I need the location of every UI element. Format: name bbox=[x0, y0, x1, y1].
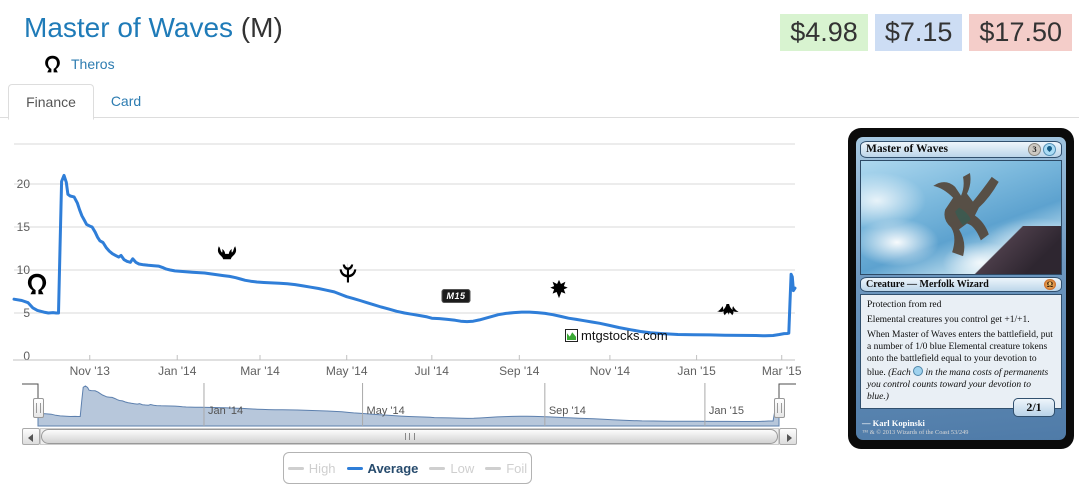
average-series-dash-icon bbox=[346, 466, 363, 470]
x-axis-label: Nov '13 bbox=[70, 364, 111, 378]
tab-card[interactable]: Card bbox=[110, 93, 142, 109]
page-title: Master of Waves (M) bbox=[24, 12, 283, 44]
navigator-outline bbox=[22, 383, 796, 398]
navigator-axis-label: Jan '15 bbox=[709, 405, 744, 417]
set-icon-born-of-the-gods bbox=[216, 241, 239, 264]
legend-label-low: Low bbox=[450, 460, 475, 476]
y-axis-label: 20 bbox=[17, 177, 31, 191]
x-axis-label: Jul '14 bbox=[415, 364, 450, 378]
x-axis-label: May '14 bbox=[326, 364, 368, 378]
average-price-line bbox=[12, 173, 797, 338]
x-axis-label: Mar '15 bbox=[762, 364, 802, 378]
chart-navigator[interactable]: Jan '14 May '14 Sep '14 Jan '15 bbox=[0, 383, 812, 428]
set-line: Theros bbox=[42, 52, 115, 76]
chart-scrollbar[interactable] bbox=[0, 428, 812, 446]
x-axis-label: Nov '14 bbox=[590, 364, 631, 378]
blue-mana-symbol-inline bbox=[913, 365, 924, 376]
scrollbar-thumb[interactable] bbox=[41, 429, 778, 444]
power-toughness-box: 2/1 bbox=[1013, 397, 1055, 417]
card-image: Master of Waves 3 Creature — Merfolk Wiz… bbox=[848, 128, 1074, 449]
navigator-axis-label: May '14 bbox=[367, 405, 405, 417]
foil-series-dash-icon bbox=[485, 466, 502, 470]
rules-etb: When Master of Waves enters the battlefi… bbox=[867, 330, 1053, 402]
foil-price-badge: $17.50 bbox=[969, 14, 1072, 51]
y-axis-label: 15 bbox=[17, 220, 31, 234]
left-arrow-icon bbox=[28, 433, 33, 442]
chart-legend: High Average Low Foil bbox=[283, 452, 532, 484]
legend-label-foil: Foil bbox=[506, 460, 528, 476]
set-icon-khans-of-tarkir bbox=[548, 278, 570, 300]
theros-set-icon bbox=[42, 52, 63, 76]
legend-item-foil[interactable]: Foil bbox=[485, 461, 527, 476]
navigator-area-series bbox=[37, 385, 780, 427]
card-name: Master of Waves bbox=[866, 143, 948, 156]
legend-label-high: High bbox=[308, 460, 336, 476]
legend-item-high[interactable]: High bbox=[287, 460, 336, 476]
artist-credit: — Karl Kopinski bbox=[862, 417, 925, 428]
x-axis-label: Jan '14 bbox=[158, 364, 197, 378]
navigator-right-handle[interactable] bbox=[774, 398, 785, 418]
card-name-bar: Master of Waves 3 bbox=[860, 141, 1062, 158]
x-axis-label: Mar '14 bbox=[240, 364, 280, 378]
low-price-badge: $4.98 bbox=[780, 14, 868, 51]
card-art bbox=[860, 159, 1062, 275]
generic-mana-symbol: 3 bbox=[1028, 142, 1041, 156]
y-axis-label: 0 bbox=[23, 349, 30, 363]
tab-bar-border bbox=[0, 117, 1079, 118]
x-axis-label: Sep '14 bbox=[499, 364, 540, 378]
x-axis-label: Jan '15 bbox=[677, 364, 716, 378]
legend-item-low[interactable]: Low bbox=[429, 461, 474, 476]
navigator-axis-label: Sep '14 bbox=[549, 405, 586, 417]
scrollbar-right-arrow-button[interactable] bbox=[779, 428, 797, 445]
y-axis-label: 10 bbox=[17, 263, 31, 277]
tab-finance[interactable]: Finance bbox=[8, 84, 94, 120]
reminder-text: (Each in the mana costs of permanents yo… bbox=[867, 365, 1049, 402]
card-rarity: (M) bbox=[240, 12, 283, 43]
high-series-dash-icon bbox=[287, 466, 304, 470]
mtgstocks-watermark: mtgstocks.com bbox=[565, 328, 668, 343]
card-name-title: Master of Waves bbox=[24, 12, 234, 43]
right-arrow-icon bbox=[787, 433, 792, 442]
set-icon-journey-into-nyx bbox=[335, 261, 359, 285]
price-chart-panel[interactable]: 0 5 10 15 20 Nov '13 Jan '14 Mar '14 May '14 Jul … bbox=[0, 125, 812, 488]
y-axis-label: 5 bbox=[23, 306, 30, 320]
rules-anthem: Elemental creatures you control get +1/+… bbox=[867, 314, 1030, 325]
average-price-badge: $7.15 bbox=[874, 14, 963, 51]
legend-item-average[interactable]: Average bbox=[346, 460, 419, 476]
card-type-bar: Creature — Merfolk Wizard Ω bbox=[860, 276, 1062, 292]
card-type-line: Creature — Merfolk Wizard bbox=[866, 278, 989, 290]
set-icon-theros bbox=[24, 271, 50, 297]
scrollbar-left-arrow-button[interactable] bbox=[22, 428, 40, 445]
set-link-theros[interactable]: Theros bbox=[71, 56, 115, 72]
scrollbar-grip-icon bbox=[404, 433, 415, 440]
price-badges: $4.98 $7.15 $17.50 bbox=[780, 14, 1072, 51]
card-footer: — Karl Kopinski ™ & © 2013 Wizards of th… bbox=[860, 412, 1062, 436]
set-icon-fate-reforged bbox=[716, 302, 742, 319]
card-text-box: Protection from red Elemental creatures … bbox=[860, 293, 1062, 417]
mana-cost: 3 bbox=[1028, 142, 1056, 156]
watermark-text: mtgstocks.com bbox=[581, 328, 668, 343]
scrollbar-track[interactable] bbox=[40, 428, 779, 445]
low-series-dash-icon bbox=[429, 466, 446, 470]
navigator-area-chart: Jan '14 May '14 Sep '14 Jan '15 bbox=[22, 383, 796, 427]
mtgstocks-logo-icon bbox=[565, 329, 578, 342]
m15-chip-label: M15 bbox=[441, 289, 471, 303]
set-icon-m15: M15 bbox=[441, 286, 471, 304]
copyright-line: ™ & © 2013 Wizards of the Coast 53/249 bbox=[862, 428, 969, 436]
legend-label-average: Average bbox=[367, 460, 419, 476]
rules-protection: Protection from red bbox=[867, 299, 942, 310]
price-history-chart[interactable]: 0 5 10 15 20 Nov '13 Jan '14 Mar '14 May '14 Jul … bbox=[0, 125, 812, 380]
blue-mana-symbol bbox=[1043, 142, 1056, 156]
theros-rarity-symbol: Ω bbox=[1044, 278, 1056, 290]
navigator-axis-label: Jan '14 bbox=[208, 405, 243, 417]
card-frame: Master of Waves 3 Creature — Merfolk Wiz… bbox=[856, 137, 1066, 440]
art-rocks bbox=[969, 226, 1061, 274]
navigator-left-handle[interactable] bbox=[33, 398, 44, 418]
